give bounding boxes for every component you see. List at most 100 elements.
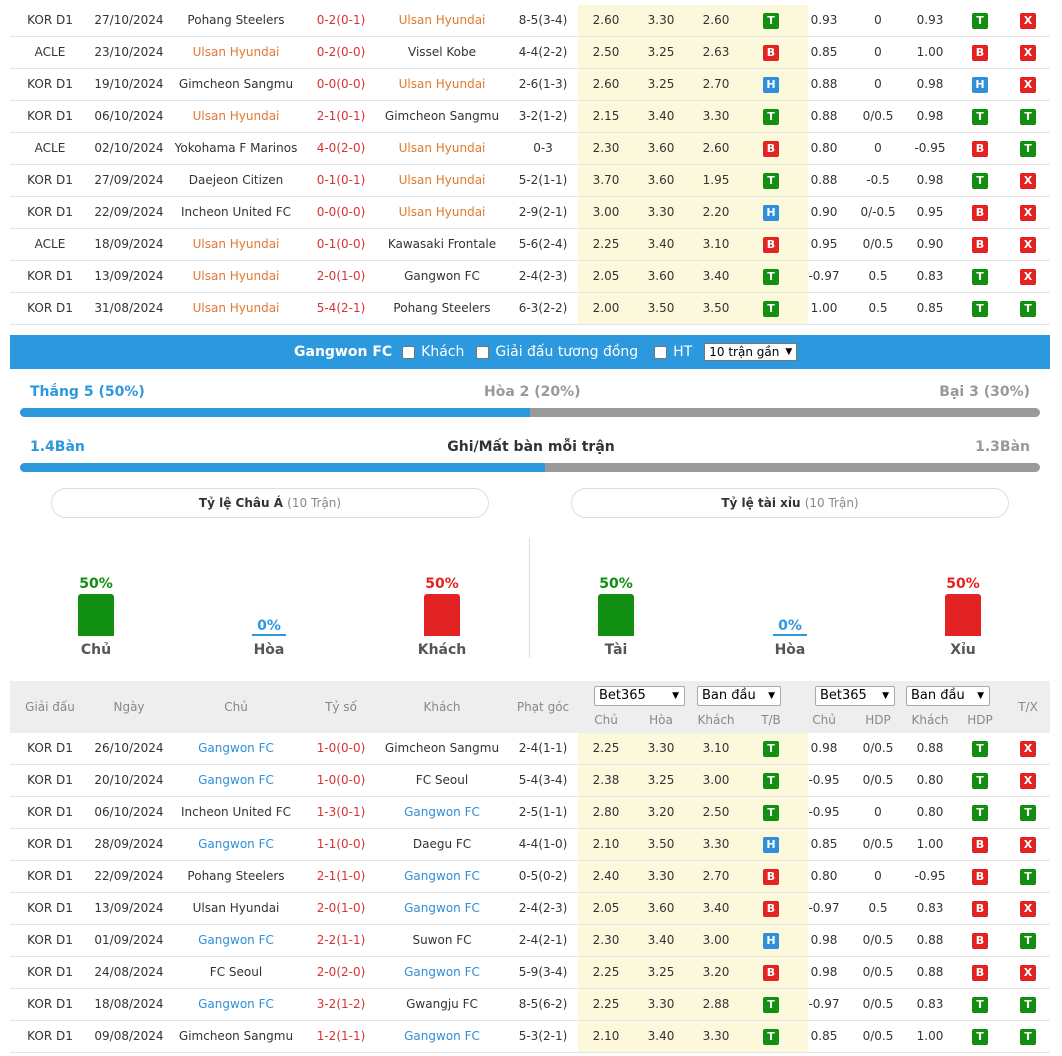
- ht-label[interactable]: HT: [673, 344, 693, 360]
- over-bar: [598, 594, 634, 636]
- handicap-badge: B: [972, 836, 988, 853]
- home-team-link[interactable]: Gangwon FC: [198, 773, 274, 787]
- home-team-link[interactable]: Daejeon Citizen: [188, 173, 284, 187]
- table-row: KOR D1 28/09/2024 Gangwon FC 1-1(0-0) Daegu …: [10, 829, 1050, 861]
- asian-handicap-sub: (10 Trận): [287, 496, 342, 510]
- away-team-link[interactable]: Gangwon FC: [404, 965, 480, 979]
- away-team-link[interactable]: FC Seoul: [415, 773, 469, 787]
- table-row: KOR D1 24/08/2024 FC Seoul 2-0(2-0) Gangwon …: [10, 957, 1050, 989]
- corner-cell: 5-3(2-1): [518, 1029, 568, 1043]
- home-team-link[interactable]: Gangwon FC: [198, 741, 274, 755]
- away-team-link[interactable]: Gwangju FC: [406, 997, 478, 1011]
- filter-team-name: Gangwon FC: [294, 344, 393, 360]
- ht-checkbox[interactable]: [654, 345, 668, 359]
- corner-cell: 6-3(2-2): [518, 301, 568, 315]
- home-team-link[interactable]: Incheon United FC: [180, 205, 291, 219]
- away-team-link[interactable]: Ulsan Hyundai: [398, 205, 486, 219]
- ah-away-cell: 1.00: [916, 1029, 944, 1043]
- away-team-link[interactable]: Vissel Kobe: [408, 45, 476, 59]
- table-row: KOR D1 27/09/2024 Daejeon Citizen 0-1(0-1) U…: [10, 165, 1050, 197]
- home-team-link[interactable]: FC Seoul: [209, 965, 263, 979]
- home-team-link[interactable]: Gangwon FC: [198, 997, 274, 1011]
- away-team-link[interactable]: Ulsan Hyundai: [398, 13, 486, 27]
- over-under-badge-cell: X: [1006, 765, 1050, 796]
- under-stat: 50% Xỉu: [918, 576, 1008, 658]
- home-team-link[interactable]: Gangwon FC: [198, 933, 274, 947]
- home-team-link[interactable]: Ulsan Hyundai: [192, 237, 280, 251]
- result-badge-cell: T: [744, 765, 798, 796]
- away-team-link[interactable]: Daegu FC: [412, 837, 472, 851]
- away-checkbox-label[interactable]: Khách: [421, 344, 465, 360]
- away-checkbox[interactable]: [402, 345, 416, 359]
- handicap-badge: T: [972, 12, 988, 29]
- date-cell: 13/09/2024: [94, 901, 164, 915]
- away-team-link[interactable]: Gangwon FC: [404, 901, 480, 915]
- recent-matches-select[interactable]: 10 trận gần ▼: [704, 343, 798, 361]
- same-league-checkbox[interactable]: [476, 345, 490, 359]
- odds-away-cell: 2.63: [702, 45, 730, 59]
- result-badge: B: [763, 964, 779, 981]
- result-badge-cell: H: [744, 829, 798, 860]
- competition-cell: KOR D1: [27, 805, 73, 819]
- odds-home-cell: 2.60: [592, 13, 620, 27]
- same-league-label[interactable]: Giải đấu tương đồng: [495, 344, 639, 360]
- bookmaker-select-1[interactable]: Bet365 ▼: [594, 686, 685, 706]
- home-team-link[interactable]: Gimcheon Sangmu: [178, 77, 294, 91]
- away-team-link[interactable]: Gangwon FC: [404, 1029, 480, 1043]
- chevron-down-icon: ▼: [977, 691, 984, 701]
- home-team-link[interactable]: Gimcheon Sangmu: [178, 1029, 294, 1043]
- away-team-link[interactable]: Gangwon FC: [404, 869, 480, 883]
- home-team-link[interactable]: Pohang Steelers: [187, 869, 285, 883]
- over-under-badge-cell: T: [1006, 1021, 1050, 1052]
- table-row: KOR D1 06/10/2024 Ulsan Hyundai 2-1(0-1) Gim…: [10, 101, 1050, 133]
- odds-away-cell: 3.30: [702, 837, 730, 851]
- away-percent: 50%: [425, 576, 459, 592]
- home-team-link[interactable]: Ulsan Hyundai: [192, 109, 280, 123]
- result-badge: T: [763, 108, 779, 125]
- handicap-badge-cell: T: [954, 989, 1006, 1020]
- ah-away-cell: -0.95: [914, 869, 946, 883]
- odds-type-select-1[interactable]: Ban đầu ▼: [697, 686, 781, 706]
- home-team-link[interactable]: Incheon United FC: [180, 805, 291, 819]
- home-team-link[interactable]: Ulsan Hyundai: [192, 301, 280, 315]
- odds-type-select-2[interactable]: Ban đầu ▼: [906, 686, 990, 706]
- over-under-badge-cell: X: [1006, 165, 1050, 196]
- away-team-link[interactable]: Kawasaki Frontale: [387, 237, 497, 251]
- away-team-link[interactable]: Gimcheon Sangmu: [384, 741, 500, 755]
- away-team-link[interactable]: Gangwon FC: [404, 269, 480, 283]
- over-under-badge-cell: T: [1006, 861, 1050, 892]
- table-row: KOR D1 20/10/2024 Gangwon FC 1-0(0-0) FC Seo…: [10, 765, 1050, 797]
- home-team-link[interactable]: Ulsan Hyundai: [192, 901, 280, 915]
- asian-handicap-pill[interactable]: Tỷ lệ Châu Á (10 Trận): [51, 488, 489, 518]
- win-summary: Thắng 5 (50%): [30, 384, 145, 400]
- handicap-badge-cell: B: [954, 229, 1006, 260]
- home-team-link[interactable]: Ulsan Hyundai: [192, 45, 280, 59]
- corner-cell: 0-5(0-2): [518, 869, 568, 883]
- away-team-link[interactable]: Gimcheon Sangmu: [384, 109, 500, 123]
- away-team-link[interactable]: Suwon FC: [412, 933, 472, 947]
- away-team-link[interactable]: Gangwon FC: [404, 805, 480, 819]
- handicap-badge-cell: T: [954, 797, 1006, 828]
- odds-away-cell: 2.70: [702, 869, 730, 883]
- away-team-link[interactable]: Ulsan Hyundai: [398, 141, 486, 155]
- corner-cell: 4-4(1-0): [518, 837, 568, 851]
- result-badge-cell: H: [744, 197, 798, 228]
- ah-home-cell: -0.95: [808, 773, 840, 787]
- odds-away-cell: 3.30: [702, 109, 730, 123]
- handicap-badge: T: [972, 300, 988, 317]
- away-team-link[interactable]: Ulsan Hyundai: [398, 77, 486, 91]
- handicap-badge-cell: B: [954, 829, 1006, 860]
- corner-cell: 5-6(2-4): [518, 237, 568, 251]
- home-team-link[interactable]: Pohang Steelers: [187, 13, 285, 27]
- home-team-link[interactable]: Ulsan Hyundai: [192, 269, 280, 283]
- top-match-table: KOR D1 27/10/2024 Pohang Steelers 0-2(0-1) U…: [10, 5, 1050, 325]
- away-team-link[interactable]: Pohang Steelers: [393, 301, 491, 315]
- away-team-link[interactable]: Ulsan Hyundai: [398, 173, 486, 187]
- home-team-link[interactable]: Gangwon FC: [198, 837, 274, 851]
- home-team-link[interactable]: Yokohama F Marinos: [174, 141, 298, 155]
- odds-home-cell: 2.50: [592, 45, 620, 59]
- score-cell: 1-0(0-0): [316, 741, 366, 755]
- bookmaker-select-2[interactable]: Bet365 ▼: [815, 686, 895, 706]
- over-under-pill[interactable]: Tỷ lệ tài xỉu (10 Trận): [571, 488, 1009, 518]
- result-badge: T: [763, 996, 779, 1013]
